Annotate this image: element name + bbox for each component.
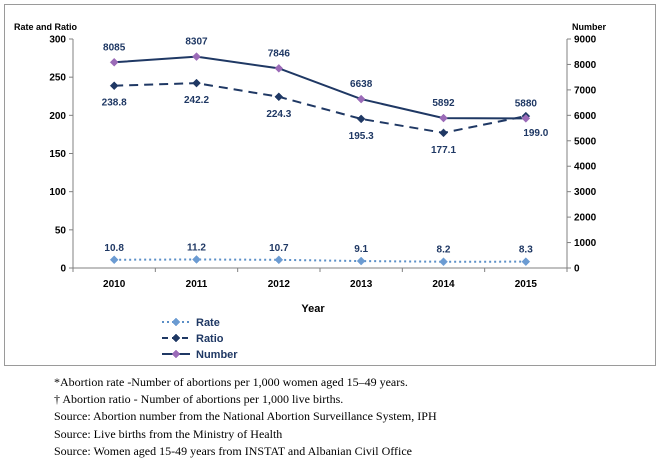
- data-label: 8307: [185, 37, 208, 48]
- data-point: [521, 257, 531, 267]
- left-tick-label: 150: [49, 149, 66, 160]
- note-rate-definition: *Abortion rate -Number of abortions per …: [54, 375, 408, 389]
- data-point: [171, 333, 181, 343]
- legend-label-number: Number: [196, 349, 238, 361]
- right-tick-label: 1000: [574, 238, 597, 249]
- left-tick-label: 0: [60, 264, 66, 275]
- data-label: 11.2: [187, 242, 206, 253]
- data-label: 10.8: [104, 243, 124, 254]
- data-point: [356, 256, 366, 266]
- data-point: [439, 257, 448, 267]
- left-tick-label: 300: [49, 35, 66, 46]
- x-tick-label: 2014: [432, 279, 455, 290]
- left-tick-label: 50: [55, 225, 67, 236]
- series-line: [114, 82, 527, 134]
- data-label: 195.3: [349, 131, 374, 142]
- note-source-live-births: Source: Live births from the Ministry of…: [54, 426, 283, 441]
- legend-label-rate: Rate: [196, 317, 220, 329]
- x-tick-label: 2015: [515, 279, 538, 290]
- note-source-abortions: Source: Abortion number from the Nationa…: [54, 409, 437, 424]
- data-point: [356, 94, 366, 104]
- right-tick-label: 3000: [574, 187, 597, 198]
- abortion-trend-chart: Rate and Ratio Number Year 0 50 100 150 200 2…: [14, 22, 607, 361]
- right-tick-label: 9000: [574, 35, 597, 46]
- data-point: [521, 114, 531, 123]
- data-label: 10.7: [269, 243, 289, 254]
- right-tick-label: 8000: [574, 60, 597, 71]
- data-label: 8.2: [437, 245, 451, 256]
- data-label: 238.8: [102, 98, 127, 109]
- data-point: [171, 349, 181, 359]
- data-label: 224.3: [266, 109, 291, 120]
- right-tick-label: 5000: [574, 136, 597, 147]
- data-label: 9.1: [354, 244, 368, 255]
- data-point: [356, 114, 366, 124]
- right-tick-label: 4000: [574, 162, 597, 173]
- x-tick-label: 2010: [103, 279, 126, 290]
- right-axis-title: Number: [572, 22, 607, 32]
- series-number: 8085 8307 7846 6638 5892 5880: [103, 37, 537, 123]
- x-tick-label: 2011: [186, 279, 208, 290]
- footnotes: *Abortion rate -Number of abortions per …: [54, 374, 654, 460]
- data-point: [274, 255, 284, 265]
- axes: 0501001502002503000100020003000400050006…: [49, 35, 596, 291]
- left-tick-label: 100: [49, 187, 66, 198]
- right-tick-label: 6000: [574, 111, 597, 122]
- right-tick-label: 2000: [574, 213, 597, 224]
- data-point: [109, 57, 119, 67]
- data-label: 5892: [432, 98, 455, 109]
- note-ratio-definition: † Abortion ratio - Number of abortions p…: [54, 392, 344, 407]
- data-point: [192, 255, 201, 264]
- data-label: 5880: [515, 98, 538, 109]
- data-point: [171, 317, 181, 327]
- x-tick-label: 2012: [268, 279, 291, 290]
- data-label: 199.0: [523, 128, 548, 139]
- left-tick-label: 200: [49, 111, 66, 122]
- legend-label-ratio: Ratio: [196, 333, 224, 345]
- series-layer: 10.8 11.2 10.7 9.1 8.2 8.3 238.8 242.2 224.3 195.…: [102, 37, 549, 267]
- data-point: [439, 128, 448, 138]
- right-tick-label: 0: [574, 264, 580, 275]
- left-axis-title: Rate and Ratio: [14, 22, 78, 32]
- data-label: 177.1: [431, 145, 456, 156]
- data-point: [274, 92, 284, 102]
- data-point: [274, 64, 284, 73]
- series-line: [114, 55, 526, 120]
- right-tick-label: 7000: [574, 85, 597, 96]
- legend: Rate Ratio Number: [162, 317, 238, 361]
- left-tick-label: 250: [49, 73, 66, 84]
- note-source-women: Source: Women aged 15-49 years from INST…: [54, 443, 412, 458]
- data-label: 7846: [268, 48, 291, 59]
- series-rate: 10.8 11.2 10.7 9.1 8.2 8.3: [104, 242, 533, 267]
- x-tick-label: 2013: [350, 279, 373, 290]
- data-label: 6638: [350, 79, 373, 90]
- data-point: [109, 255, 119, 265]
- series-line: [114, 258, 526, 263]
- x-axis-title: Year: [301, 303, 325, 315]
- data-label: 8.3: [519, 245, 533, 256]
- data-point: [109, 81, 119, 91]
- data-label: 8085: [103, 42, 126, 53]
- data-point: [192, 78, 201, 88]
- data-label: 242.2: [184, 95, 209, 106]
- data-point: [439, 113, 448, 123]
- data-point: [192, 52, 201, 61]
